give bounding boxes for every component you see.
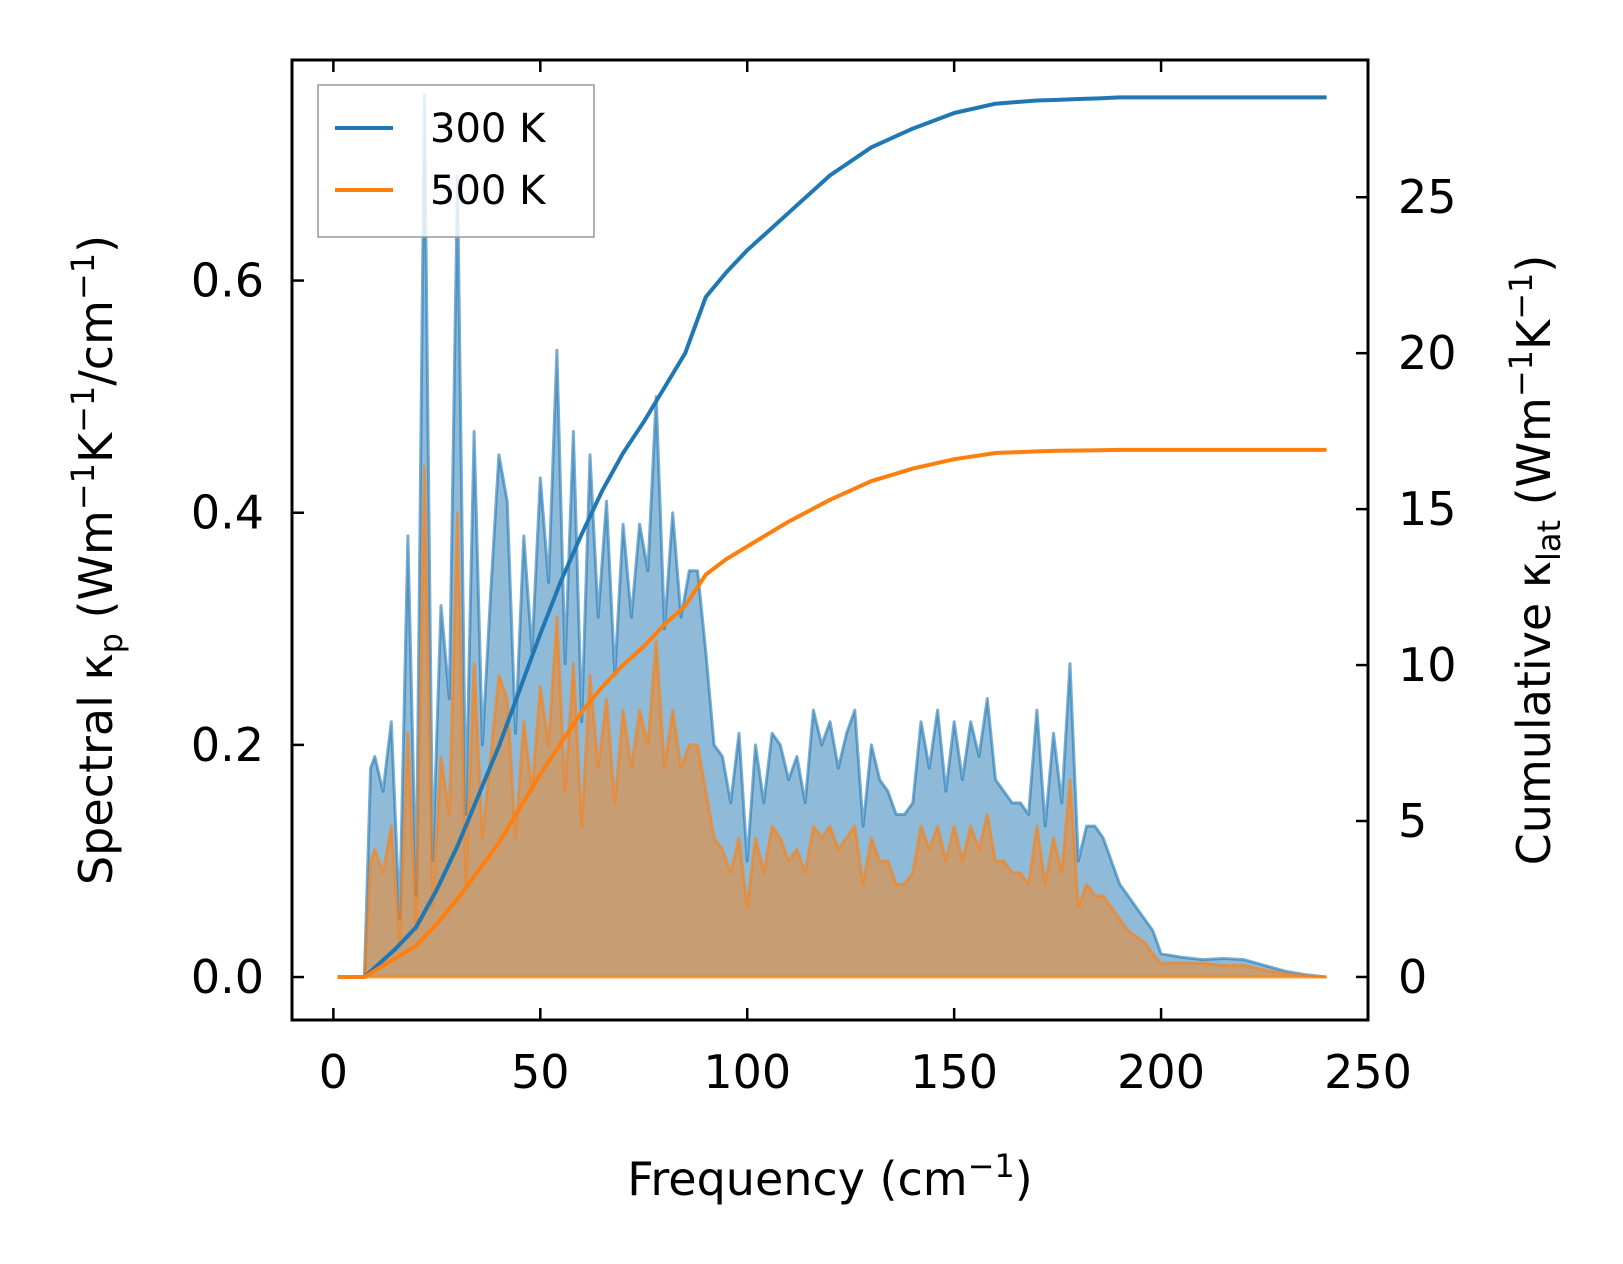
y-right-tick-label: 20 — [1398, 326, 1457, 380]
legend: 300 K 500 K — [317, 84, 595, 238]
y-right-tick-label: 5 — [1398, 794, 1427, 848]
x-tick-label: 100 — [703, 1045, 791, 1099]
x-axis-title: Frequency (cm−1) — [627, 1147, 1032, 1206]
cumulative-line-500k — [337, 447, 1327, 979]
x-tick-label: 50 — [511, 1045, 570, 1099]
axes-frame — [290, 58, 1370, 1022]
cumulative-line-300k — [337, 95, 1327, 979]
x-tick-label: 250 — [1324, 1045, 1412, 1099]
spectral-line-300k — [337, 93, 1327, 979]
y-right-tick-label: 25 — [1398, 170, 1457, 224]
x-tick-label: 150 — [910, 1045, 998, 1099]
y-axis-right-title: Cumulative κlat (Wm−1K−1) — [1502, 255, 1568, 866]
y-right-tick-label: 15 — [1398, 482, 1457, 536]
legend-label-300k: 300 K — [430, 106, 547, 152]
x-tick-label: 0 — [319, 1045, 348, 1099]
y-right-tick-label: 10 — [1398, 638, 1457, 692]
y-axis-left-title: Spectral κp (Wm−1K−1/cm−1) — [64, 235, 130, 885]
legend-box — [317, 84, 595, 238]
y-left-tick-label: 0.2 — [191, 718, 264, 772]
spectral-fill-500k — [337, 466, 1327, 978]
y-right-tick-label: 0 — [1398, 950, 1427, 1004]
y-left-tick-label: 0.6 — [191, 254, 264, 308]
legend-label-500k: 500 K — [430, 168, 547, 214]
axis-ticks: 0 50 100 150 200 250 0.0 0.2 0.4 0.6 0 5 10 15 20 25 — [191, 60, 1457, 1099]
plot-area — [337, 93, 1327, 979]
x-tick-label: 200 — [1117, 1045, 1205, 1099]
y-left-tick-label: 0.4 — [191, 486, 264, 540]
spectral-line-500k — [337, 464, 1327, 979]
y-left-tick-label: 0.0 — [191, 950, 264, 1004]
